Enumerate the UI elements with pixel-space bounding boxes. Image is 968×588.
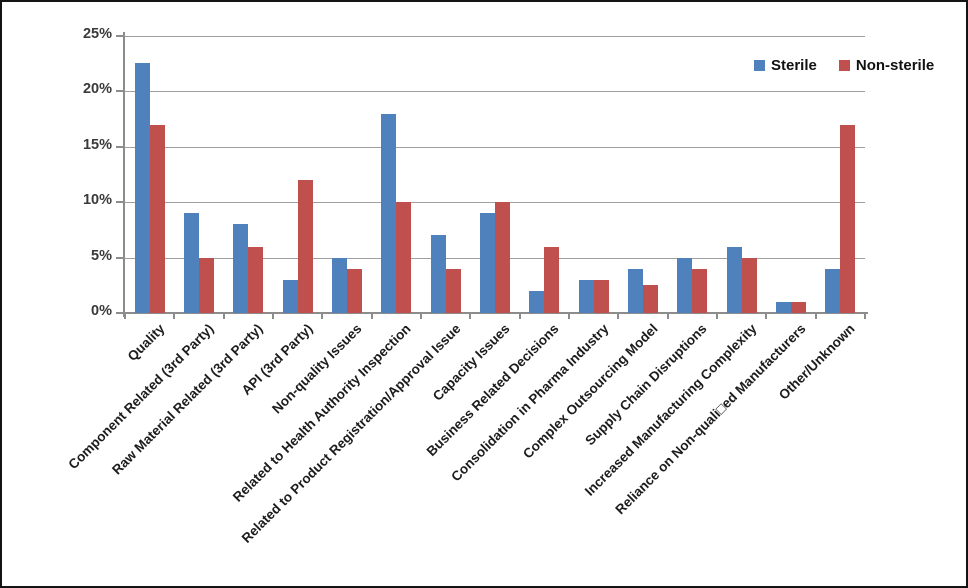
y-tick-0 bbox=[116, 312, 124, 314]
y-axis-label: 5% bbox=[91, 248, 112, 264]
legend-swatch-icon bbox=[838, 60, 850, 71]
bar-sterile-6 bbox=[430, 235, 446, 313]
bar-sterile-14 bbox=[825, 269, 841, 313]
bar-sterile-10 bbox=[628, 269, 643, 313]
bar-sterile-3 bbox=[282, 280, 298, 313]
x-tick-13 bbox=[765, 314, 768, 319]
bar-non-sterile-3 bbox=[297, 180, 313, 313]
bar-sterile-13 bbox=[776, 302, 791, 313]
x-tick-2 bbox=[222, 314, 225, 319]
bar-non-sterile-5 bbox=[396, 202, 412, 313]
legend-item-sterile: Sterile bbox=[754, 57, 817, 74]
legend-item-non-sterile: Non-sterile bbox=[838, 57, 935, 74]
bar-non-sterile-7 bbox=[495, 202, 510, 313]
bar-sterile-11 bbox=[677, 258, 693, 313]
x-tick-11 bbox=[666, 314, 669, 319]
bar-non-sterile-8 bbox=[544, 247, 560, 313]
gridline-15 bbox=[125, 147, 865, 148]
x-tick-8 bbox=[518, 314, 521, 319]
bar-sterile-5 bbox=[381, 114, 397, 313]
x-tick-14 bbox=[814, 314, 817, 319]
bar-non-sterile-4 bbox=[347, 269, 362, 313]
x-tick-15 bbox=[864, 314, 866, 319]
y-axis-label: 25% bbox=[82, 26, 112, 42]
bar-non-sterile-1 bbox=[199, 258, 214, 313]
x-axis-category-label: Other/Unknown bbox=[775, 321, 858, 403]
x-axis-category-label: Reliance on Non-quali□ed Manufacturers bbox=[612, 321, 809, 518]
bar-sterile-8 bbox=[529, 291, 545, 313]
legend-label: Sterile bbox=[771, 57, 817, 74]
x-axis-line bbox=[123, 312, 868, 314]
bar-sterile-12 bbox=[726, 247, 742, 313]
bar-non-sterile-12 bbox=[741, 258, 757, 313]
y-tick-15 bbox=[116, 146, 124, 148]
x-tick-0 bbox=[124, 314, 126, 319]
x-tick-5 bbox=[370, 314, 373, 319]
y-axis-label: 20% bbox=[82, 81, 112, 97]
y-tick-5 bbox=[116, 257, 124, 259]
bar-sterile-0 bbox=[134, 63, 150, 313]
x-tick-6 bbox=[420, 314, 422, 319]
bar-sterile-9 bbox=[578, 280, 594, 313]
bar-sterile-2 bbox=[233, 224, 249, 313]
y-tick-25 bbox=[116, 35, 124, 37]
bar-non-sterile-11 bbox=[692, 269, 708, 313]
bar-non-sterile-0 bbox=[149, 125, 165, 313]
y-axis-line bbox=[123, 32, 125, 317]
legend-swatch-icon bbox=[754, 60, 765, 71]
legend: Sterile Non-sterile bbox=[754, 57, 934, 74]
bar-non-sterile-13 bbox=[791, 302, 806, 313]
x-tick-10 bbox=[617, 314, 620, 319]
y-axis-label: 10% bbox=[82, 192, 112, 208]
y-axis-label: 0% bbox=[91, 303, 112, 319]
x-tick-7 bbox=[469, 314, 472, 319]
x-tick-4 bbox=[321, 314, 324, 319]
x-tick-1 bbox=[173, 314, 176, 319]
bar-non-sterile-10 bbox=[643, 285, 658, 313]
bar-sterile-1 bbox=[184, 213, 199, 313]
x-tick-9 bbox=[568, 314, 570, 319]
bar-sterile-7 bbox=[480, 213, 495, 313]
legend-label: Non-sterile bbox=[855, 57, 935, 74]
bar-non-sterile-9 bbox=[593, 280, 609, 313]
y-tick-20 bbox=[116, 90, 124, 92]
bar-non-sterile-6 bbox=[445, 269, 461, 313]
bar-non-sterile-2 bbox=[248, 247, 264, 313]
x-tick-12 bbox=[716, 314, 718, 319]
gridline-25 bbox=[125, 36, 865, 37]
y-axis-label: 15% bbox=[82, 137, 112, 153]
y-tick-10 bbox=[116, 201, 124, 203]
bar-non-sterile-14 bbox=[840, 125, 856, 313]
bar-sterile-4 bbox=[332, 258, 347, 313]
x-tick-3 bbox=[272, 314, 274, 319]
gridline-20 bbox=[125, 91, 865, 92]
